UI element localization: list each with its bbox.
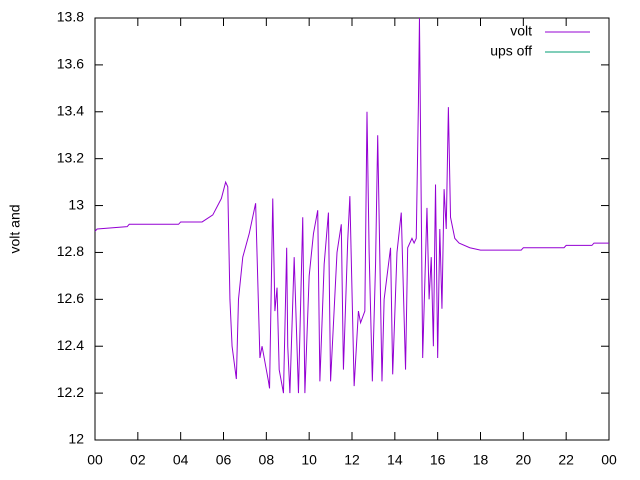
y-tick-label: 12.4 — [57, 337, 84, 353]
y-tick-label: 13 — [68, 196, 84, 212]
x-tick-label: 04 — [173, 452, 189, 468]
y-axis-label: volt and — [7, 204, 23, 253]
x-tick-label: 06 — [216, 452, 232, 468]
y-tick-label: 12.6 — [57, 290, 84, 306]
y-tick-label: 12 — [68, 431, 84, 447]
x-tick-label: 18 — [473, 452, 489, 468]
y-tick-label: 13.8 — [57, 9, 84, 25]
x-tick-label: 00 — [601, 452, 617, 468]
x-tick-label: 14 — [387, 452, 403, 468]
x-tick-label: 22 — [558, 452, 574, 468]
x-tick-label: 08 — [259, 452, 275, 468]
legend-label: volt — [510, 23, 532, 39]
x-tick-label: 20 — [516, 452, 532, 468]
plot-border — [94, 17, 610, 441]
series-line — [94, 17, 609, 394]
x-tick-label: 00 — [87, 452, 103, 468]
y-tick-label: 12.2 — [57, 384, 84, 400]
x-tick-label: 12 — [344, 452, 360, 468]
x-tick-label: 02 — [130, 452, 146, 468]
legend-label: ups off — [490, 43, 532, 59]
y-tick-label: 12.8 — [57, 243, 84, 259]
y-tick-label: 13.2 — [57, 149, 84, 165]
x-tick-label: 16 — [430, 452, 446, 468]
x-tick-label: 10 — [301, 452, 317, 468]
y-tick-label: 13.4 — [57, 102, 84, 118]
y-tick-label: 13.6 — [57, 56, 84, 72]
